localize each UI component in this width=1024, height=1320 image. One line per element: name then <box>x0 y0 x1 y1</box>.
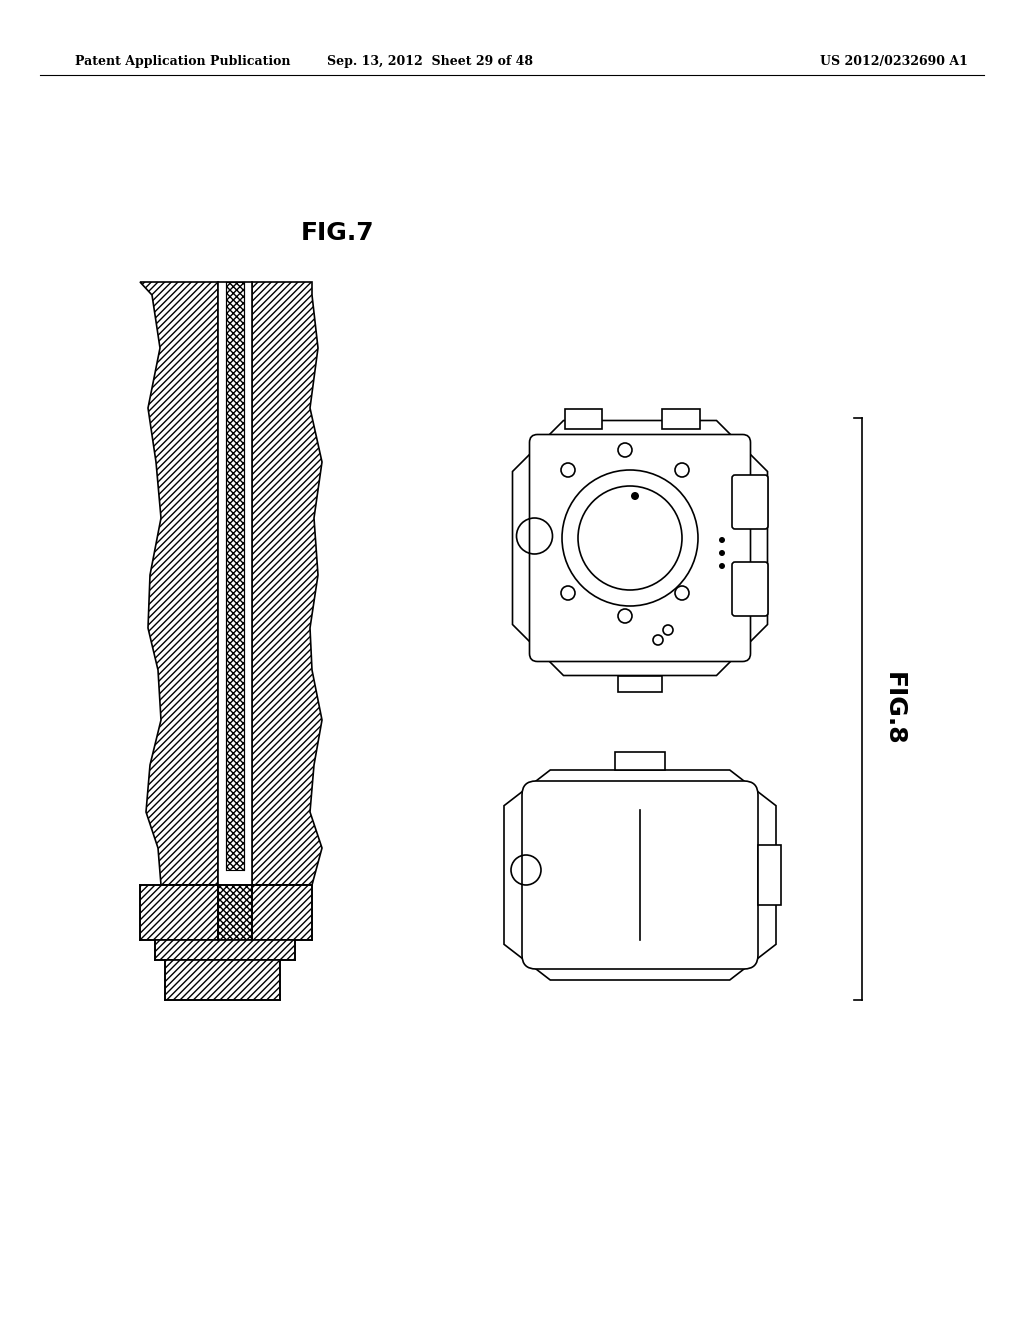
FancyBboxPatch shape <box>529 434 751 661</box>
Polygon shape <box>504 770 776 979</box>
Polygon shape <box>165 960 280 1001</box>
Text: Sep. 13, 2012  Sheet 29 of 48: Sep. 13, 2012 Sheet 29 of 48 <box>327 55 534 69</box>
Polygon shape <box>226 282 244 870</box>
Polygon shape <box>615 752 665 770</box>
Circle shape <box>719 564 725 569</box>
Polygon shape <box>618 676 662 692</box>
Circle shape <box>631 492 639 500</box>
Polygon shape <box>252 282 322 884</box>
Polygon shape <box>512 421 768 676</box>
Polygon shape <box>140 282 218 884</box>
Polygon shape <box>218 282 252 884</box>
Text: FIG.7: FIG.7 <box>301 220 375 246</box>
Polygon shape <box>155 940 295 960</box>
Circle shape <box>719 550 725 556</box>
Text: US 2012/0232690 A1: US 2012/0232690 A1 <box>820 55 968 69</box>
Text: FIG.8: FIG.8 <box>882 672 906 746</box>
Polygon shape <box>758 845 781 906</box>
Circle shape <box>719 537 725 543</box>
Polygon shape <box>140 884 218 940</box>
Polygon shape <box>565 408 602 429</box>
Polygon shape <box>252 884 312 940</box>
FancyBboxPatch shape <box>732 475 768 529</box>
Polygon shape <box>662 408 700 429</box>
Text: Patent Application Publication: Patent Application Publication <box>75 55 291 69</box>
FancyBboxPatch shape <box>732 562 768 616</box>
Polygon shape <box>218 884 252 940</box>
FancyBboxPatch shape <box>522 781 758 969</box>
